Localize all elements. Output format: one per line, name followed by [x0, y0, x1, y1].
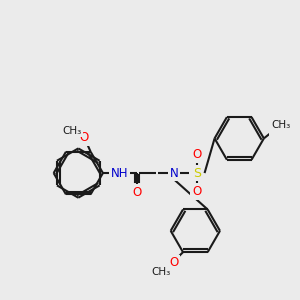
Text: O: O — [192, 148, 202, 161]
Text: N: N — [169, 167, 178, 180]
Text: O: O — [169, 256, 178, 269]
Text: CH₃: CH₃ — [271, 119, 290, 130]
Text: CH₃: CH₃ — [62, 126, 82, 136]
Text: O: O — [80, 131, 89, 144]
Text: O: O — [192, 185, 202, 198]
Text: O: O — [132, 186, 141, 199]
Text: NH: NH — [111, 167, 129, 180]
Text: S: S — [193, 167, 201, 180]
Text: CH₃: CH₃ — [152, 267, 171, 277]
